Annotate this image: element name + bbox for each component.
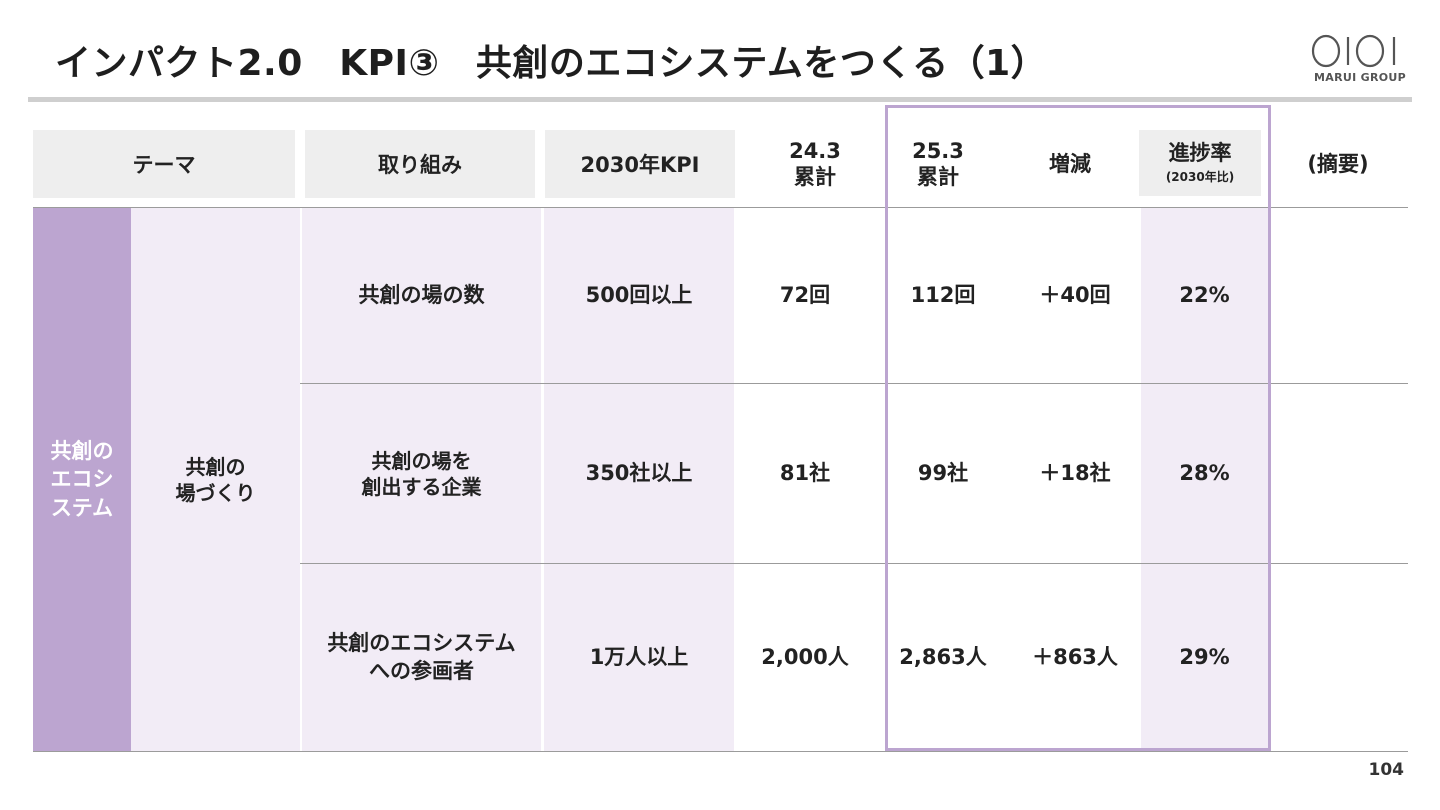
table-row-2-summary [1276,384,1400,563]
table-bottom-line [33,751,1408,752]
header-change: 増減 [1049,151,1091,176]
kpi-column-bg [544,208,734,751]
table-row-3-summary [1276,564,1400,751]
header-cumulative-25-3: 25.3 累計 [912,138,964,189]
header-summary: (摘要) [1307,151,1369,176]
header-divider [33,207,1408,208]
table-row-2-progress: 28% [1179,460,1230,485]
table-row-1-summary [1276,208,1400,383]
table-row-3-initiative: 共創のエコシステム への参画者 [327,631,516,683]
table-row-1-cum-24-3: 72回 [779,282,831,307]
header-cumulative-24-3: 24.3 累計 [789,138,841,189]
table-row-2-cum-24-3: 81社 [779,460,831,485]
theme-cell: 共創の エコシ ステム [33,208,131,751]
header-progress-rate: 進捗率 (2030年比) [1139,130,1261,196]
logo-text: MARUI GROUP [1314,71,1406,84]
sub-theme-cell: 共創の 場づくり [131,208,300,751]
table-row-1-kpi: 500回以上 [585,282,693,307]
title-divider [28,97,1412,102]
table-row-3-change: ＋863人 [1032,644,1118,669]
page-number: 104 [1368,760,1405,780]
table-row-2-kpi: 350社以上 [585,460,693,485]
table-row-1-change: ＋40回 [1039,282,1111,307]
marui-group-logo: MARUI GROUP [1308,34,1412,88]
table-row-3-kpi: 1万人以上 [589,644,689,669]
table-row-2-initiative: 共創の場を 創出する企業 [361,448,482,499]
progress-column-bg [1141,208,1268,751]
table-row-3-progress: 29% [1179,644,1230,669]
page-title: インパクト2.0 KPI③ 共創のエコシステムをつくる（1） [55,43,1048,84]
table-row-1-cum-25-3: 112回 [910,282,976,307]
table-row-2-change: ＋18社 [1039,460,1111,485]
table-row-3-cum-25-3: 2,863人 [899,644,987,669]
table-row-3-cum-24-3: 2,000人 [761,644,849,669]
initiative-column-bg [302,208,541,751]
header-theme: テーマ [33,130,295,198]
table-row-1-progress: 22% [1179,282,1230,307]
row-divider-2 [300,563,1408,564]
header-kpi-2030: 2030年KPI [545,130,735,198]
table-row-2-cum-25-3: 99社 [917,460,969,485]
table-row-1-initiative: 共創の場の数 [358,282,485,307]
row-divider-1 [300,383,1408,384]
header-initiative: 取り組み [305,130,535,198]
logo-mark-icon [1311,34,1396,68]
